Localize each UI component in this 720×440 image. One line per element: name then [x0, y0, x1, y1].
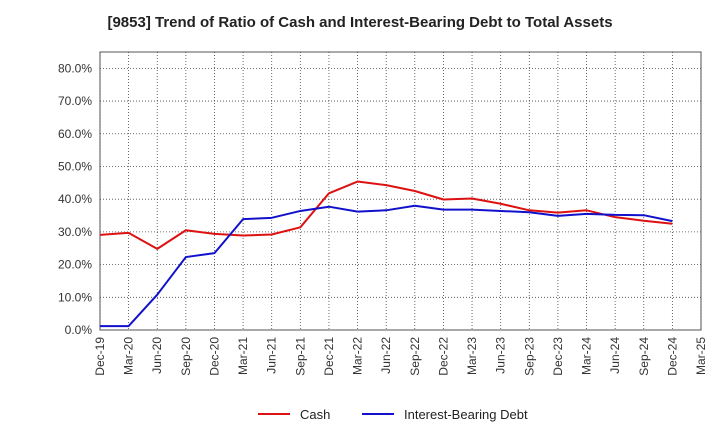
- series-layer: [99, 180, 673, 328]
- x-tick-label: Mar-23: [465, 337, 479, 375]
- x-tick-label: Dec-20: [207, 337, 221, 376]
- legend: Cash Interest-Bearing Debt: [258, 407, 528, 422]
- legend-label: Interest-Bearing Debt: [404, 407, 528, 422]
- x-tick-label: Dec-19: [93, 337, 107, 376]
- y-tick-label: 10.0%: [58, 290, 92, 304]
- y-tick-label: 0.0%: [65, 323, 93, 337]
- legend-item-1: Cash: [258, 407, 330, 422]
- x-tick-label: Jun-24: [608, 337, 622, 374]
- x-tick-label: Jun-20: [150, 337, 164, 374]
- legend-label: Cash: [300, 407, 330, 422]
- x-tick-label: Sep-22: [408, 337, 422, 376]
- grid-layer: [99, 51, 702, 331]
- series-line-1: [99, 180, 673, 250]
- series-line-2: [100, 204, 673, 328]
- plot-area-border: [99, 51, 702, 331]
- x-tick-label: Mar-21: [236, 337, 250, 375]
- x-tick-label: Sep-21: [293, 337, 307, 376]
- chart-title: [9853] Trend of Ratio of Cash and Intere…: [107, 14, 613, 31]
- x-tick-label: Mar-20: [122, 337, 136, 375]
- x-tick-label: Jun-21: [265, 337, 279, 374]
- x-tick-label: Dec-22: [436, 337, 450, 376]
- y-tick-label: 80.0%: [58, 61, 92, 75]
- y-tick-label: 50.0%: [58, 159, 92, 173]
- x-tick-label: Sep-24: [637, 337, 651, 376]
- y-tick-label: 70.0%: [58, 94, 92, 108]
- legend-item-2: Interest-Bearing Debt: [362, 407, 528, 422]
- axis-layer: 0.0% 10.0% 20.0% 30.0% 40.0% 50.0% 60.0% 70.0% 8…: [58, 61, 708, 375]
- x-tick-label: Mar-22: [351, 337, 365, 375]
- x-tick-label: Dec-23: [551, 337, 565, 376]
- y-tick-label: 60.0%: [58, 127, 92, 141]
- y-tick-label: 30.0%: [58, 225, 92, 239]
- x-tick-label: Jun-23: [494, 337, 508, 374]
- x-tick-label: Jun-22: [379, 337, 393, 374]
- x-tick-label: Mar-25: [694, 337, 708, 375]
- x-tick-label: Sep-23: [522, 337, 536, 376]
- y-tick-label: 20.0%: [58, 258, 92, 272]
- x-tick-label: Dec-21: [322, 337, 336, 376]
- x-tick-label: Sep-20: [179, 337, 193, 376]
- x-tick-label: Dec-24: [665, 337, 679, 376]
- x-tick-label: Mar-24: [580, 337, 594, 375]
- y-tick-label: 40.0%: [58, 192, 92, 206]
